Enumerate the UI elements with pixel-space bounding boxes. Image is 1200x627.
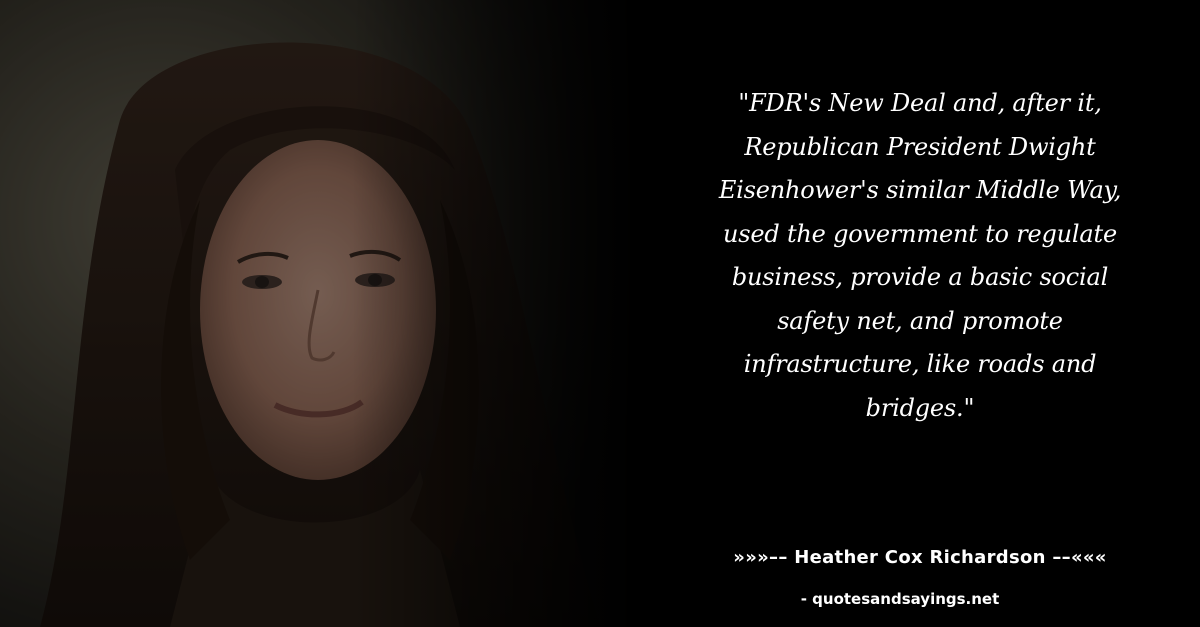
photo-fade-overlay [0, 0, 640, 627]
site-credit: - quotesandsayings.net [800, 590, 1000, 608]
quote-block: "FDR's New Deal and, after it, Republica… [660, 82, 1180, 430]
quote-line: Republican President Dwight [744, 132, 1096, 161]
quote-line: bridges." [865, 393, 975, 422]
quote-text: "FDR's New Deal and, after it, Republica… [660, 82, 1180, 430]
quote-line: safety net, and promote [777, 306, 1063, 335]
portrait-photo [0, 0, 640, 627]
quote-line: used the government to regulate [723, 219, 1117, 248]
quote-line: "FDR's New Deal and, after it, [738, 89, 1102, 117]
author-attribution: »»»–– Heather Cox Richardson ––««« [733, 547, 1107, 568]
quote-line: business, provide a basic social [731, 263, 1109, 291]
quote-line: Eisenhower's similar Middle Way, [718, 176, 1122, 204]
quote-line: infrastructure, like roads and [743, 350, 1097, 378]
